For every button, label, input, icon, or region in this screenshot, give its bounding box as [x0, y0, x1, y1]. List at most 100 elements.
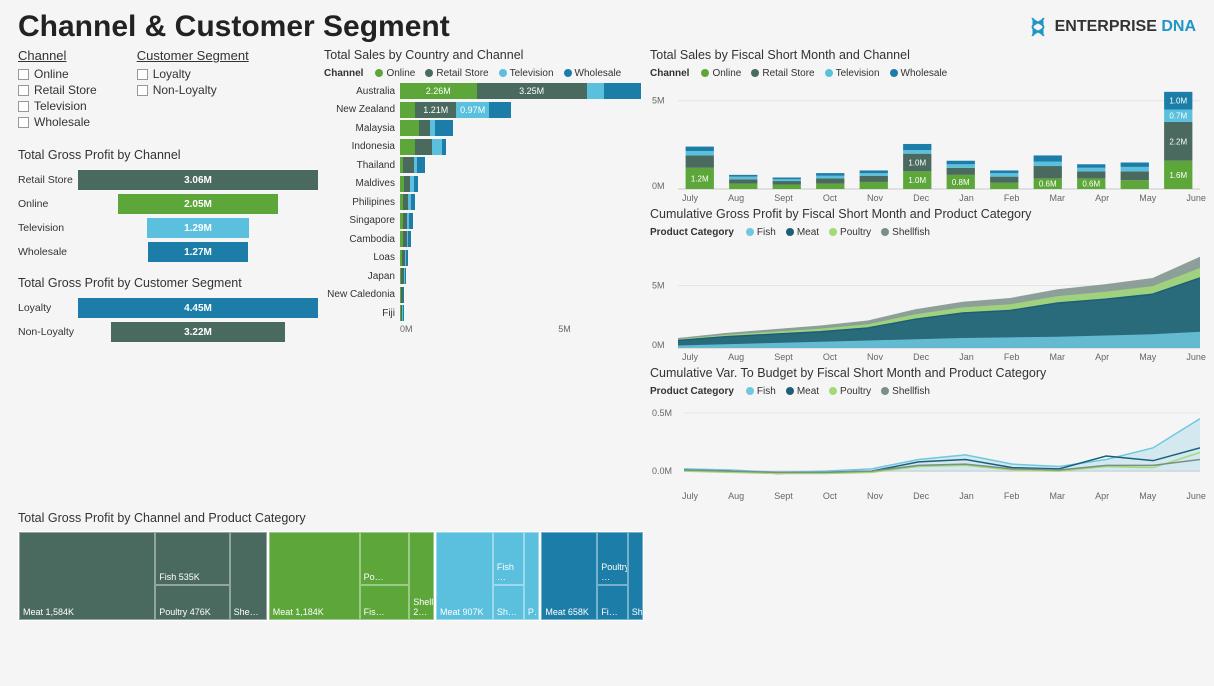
legend-item[interactable]: Meat [786, 227, 819, 238]
gp-channel-chart[interactable]: Retail Store3.06M Online2.05M Television1.… [18, 170, 318, 262]
month-label: Nov [867, 491, 883, 501]
cum-var-title: Cumulative Var. To Budget by Fiscal Shor… [650, 366, 1210, 380]
country-bar-row[interactable]: New Caledonia [324, 287, 644, 303]
treemap-cell[interactable]: Meat 658K [541, 532, 597, 620]
checkbox-icon [18, 85, 29, 96]
country-bar-row[interactable]: Fiji [324, 305, 644, 321]
treemap-category[interactable]: TelevisionMeat 907KFish …Sh…P… [435, 531, 540, 621]
slicer-item[interactable]: Loyalty [137, 66, 249, 82]
month-label: Nov [867, 352, 883, 362]
country-label: Maldives [324, 178, 400, 189]
treemap-cell[interactable]: Meat 1,184K [269, 532, 360, 620]
country-bar-row[interactable]: Singapore [324, 213, 644, 229]
treemap-category[interactable]: Retail StoreMeat 1,584KFish 535KPoultry … [18, 531, 268, 621]
svg-text:2.2M: 2.2M [1169, 137, 1187, 146]
gp-channel-title: Total Gross Profit by Channel [18, 148, 318, 162]
funnel-row[interactable]: Wholesale1.27M [18, 242, 318, 262]
legend-item[interactable]: Online [701, 68, 741, 79]
country-bar-row[interactable]: New Zealand1.21M0.97M [324, 102, 644, 118]
legend-item[interactable]: Poultry [829, 386, 871, 397]
funnel-row[interactable]: Online2.05M [18, 194, 318, 214]
slicer-item[interactable]: Retail Store [18, 82, 97, 98]
sales-month-chart[interactable]: 5M0M1.2M1.0M1.0M0.8M0.6M0.6M1.6M2.2M0.7M… [650, 83, 1200, 193]
treemap-cell[interactable]: Fi… [597, 585, 627, 620]
treemap-cell[interactable]: Shell… [628, 532, 643, 620]
page-title: Channel & Customer Segment [18, 10, 450, 44]
month-label: Jan [959, 491, 974, 501]
slicer-item[interactable]: Wholesale [18, 114, 97, 130]
slicer-item[interactable]: Television [18, 98, 97, 114]
funnel-row[interactable]: Non-Loyalty3.22M [18, 322, 318, 342]
country-bar-row[interactable]: Cambodia [324, 231, 644, 247]
treemap-category[interactable]: OnlineMeat 1,184KPo…Fis…Shellfish 2… [268, 531, 435, 621]
treemap-cell[interactable]: Po… [360, 532, 410, 585]
legend-item[interactable]: Television [825, 68, 880, 79]
month-axis: JulyAugSeptOctNovDecJanFebMarAprMayJune [678, 193, 1210, 203]
month-label: Nov [867, 193, 883, 203]
channel-slicer-title: Channel [18, 48, 97, 63]
country-bar-row[interactable]: Australia2.26M3.25M [324, 83, 644, 99]
legend-item[interactable]: Shellfish [881, 227, 930, 238]
svg-text:1.2M: 1.2M [691, 174, 709, 183]
legend-item[interactable]: Television [499, 68, 554, 79]
treemap-cell[interactable]: She… [230, 532, 267, 620]
sales-country-title: Total Sales by Country and Channel [324, 48, 644, 62]
legend-item[interactable]: Poultry [829, 227, 871, 238]
legend-item[interactable]: Meat [786, 386, 819, 397]
treemap-cell[interactable]: Poultry 476K [155, 585, 229, 620]
funnel-label: Wholesale [18, 246, 78, 258]
svg-text:0M: 0M [652, 340, 665, 350]
funnel-row[interactable]: Television1.29M [18, 218, 318, 238]
legend-item[interactable]: Fish [746, 227, 776, 238]
country-bar-row[interactable]: Maldives [324, 176, 644, 192]
slicer-item[interactable]: Online [18, 66, 97, 82]
country-bar-row[interactable]: Indonesia [324, 139, 644, 155]
slicer-panel: Channel OnlineRetail StoreTelevisionWhol… [18, 48, 318, 501]
month-label: Feb [1004, 491, 1020, 501]
funnel-row[interactable]: Retail Store3.06M [18, 170, 318, 190]
treemap-category[interactable]: WholesaleMeat 658KPoultry …Fi…Shell… [540, 531, 644, 621]
country-label: Fiji [324, 308, 400, 319]
treemap-cell[interactable]: Fish … [493, 532, 524, 585]
checkbox-icon [137, 85, 148, 96]
cum-gp-chart[interactable]: 5M0M [650, 242, 1200, 352]
treemap-cell[interactable]: Sh… [493, 585, 524, 620]
country-bar-row[interactable]: Malaysia [324, 120, 644, 136]
legend-item[interactable]: Online [375, 68, 415, 79]
treemap-chart[interactable]: Retail StoreMeat 1,584KFish 535KPoultry … [18, 531, 644, 621]
slicer-item[interactable]: Non-Loyalty [137, 82, 249, 98]
legend-item[interactable]: Wholesale [564, 68, 622, 79]
treemap-panel: Total Gross Profit by Channel and Produc… [18, 511, 644, 621]
cum-var-chart[interactable]: 0.5M0.0M [650, 401, 1200, 491]
treemap-cell[interactable]: Meat 1,584K [19, 532, 155, 620]
country-bar-row[interactable]: Japan [324, 268, 644, 284]
treemap-cell[interactable]: Meat 907K [436, 532, 493, 620]
country-bar-row[interactable]: Loas [324, 250, 644, 266]
axis-label: 5M [558, 324, 571, 334]
country-bar-row[interactable]: Thailand [324, 157, 644, 173]
treemap-cell[interactable]: Fish 535K [155, 532, 229, 585]
gp-segment-chart[interactable]: Loyalty4.45M Non-Loyalty3.22M [18, 298, 318, 342]
month-label: Dec [913, 193, 929, 203]
country-bar-row[interactable]: Philipines [324, 194, 644, 210]
legend-item[interactable]: Wholesale [890, 68, 948, 79]
treemap-cell[interactable]: Shellfish 2… [409, 532, 434, 620]
treemap-cell[interactable]: P… [524, 532, 539, 620]
legend-item[interactable]: Shellfish [881, 386, 930, 397]
legend-item[interactable]: Retail Store [425, 68, 488, 79]
sales-country-chart[interactable]: Australia2.26M3.25M New Zealand1.21M0.97M… [324, 83, 644, 321]
svg-text:0.7M: 0.7M [1169, 112, 1187, 121]
month-label: Apr [1095, 352, 1109, 362]
legend-item[interactable]: Retail Store [751, 68, 814, 79]
funnel-label: Online [18, 198, 78, 210]
treemap-cell[interactable]: Poultry … [597, 532, 627, 585]
svg-text:0.6M: 0.6M [1082, 180, 1100, 189]
sales-month-panel: Total Sales by Fiscal Short Month and Ch… [650, 48, 1210, 203]
legend-item[interactable]: Fish [746, 386, 776, 397]
funnel-row[interactable]: Loyalty4.45M [18, 298, 318, 318]
month-label: Oct [823, 193, 837, 203]
month-label: Mar [1050, 491, 1066, 501]
month-label: Feb [1004, 193, 1020, 203]
month-label: Apr [1095, 193, 1109, 203]
treemap-cell[interactable]: Fis… [360, 585, 410, 620]
